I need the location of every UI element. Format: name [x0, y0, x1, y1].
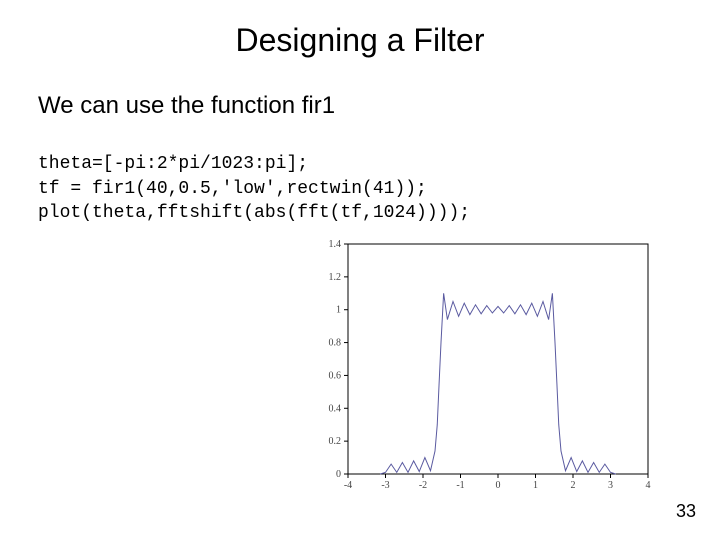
code-line-3: plot(theta,fftshift(abs(fft(tf,1024))));	[38, 203, 470, 223]
x-tick-label: -1	[456, 480, 464, 491]
subtitle: We can use the function fir1	[38, 92, 335, 120]
y-tick-label: 0.6	[329, 370, 342, 381]
x-tick-label: 0	[496, 480, 501, 491]
page-number: 33	[676, 501, 696, 522]
y-tick-label: 0.8	[329, 338, 342, 349]
filter-response-line	[380, 293, 616, 474]
x-tick-label: -4	[344, 480, 352, 491]
y-tick-label: 0.2	[329, 436, 342, 447]
y-tick-label: 1.4	[329, 239, 342, 250]
code-line-1: theta=[-pi:2*pi/1023:pi];	[38, 154, 308, 174]
y-tick-label: 0	[336, 469, 341, 480]
x-tick-label: -3	[381, 480, 389, 491]
y-tick-label: 1	[336, 305, 341, 316]
x-tick-label: 1	[533, 480, 538, 491]
page-title: Designing a Filter	[0, 22, 720, 59]
x-tick-label: 2	[571, 480, 576, 491]
y-tick-label: 0.4	[329, 403, 342, 414]
y-tick-label: 1.2	[329, 272, 342, 283]
x-tick-label: -2	[419, 480, 427, 491]
code-block: theta=[-pi:2*pi/1023:pi]; tf = fir1(40,0…	[38, 128, 470, 225]
filter-response-chart: -4 -3 -2 -1 0 1 2 3 4 0 0.2 0.4 0.6 0.8 1 1.2 1.4	[300, 230, 660, 500]
x-tick-label: 3	[608, 480, 613, 491]
plot-box	[348, 244, 648, 474]
code-line-2: tf = fir1(40,0.5,'low',rectwin(41));	[38, 179, 427, 199]
x-tick-label: 4	[646, 480, 651, 491]
